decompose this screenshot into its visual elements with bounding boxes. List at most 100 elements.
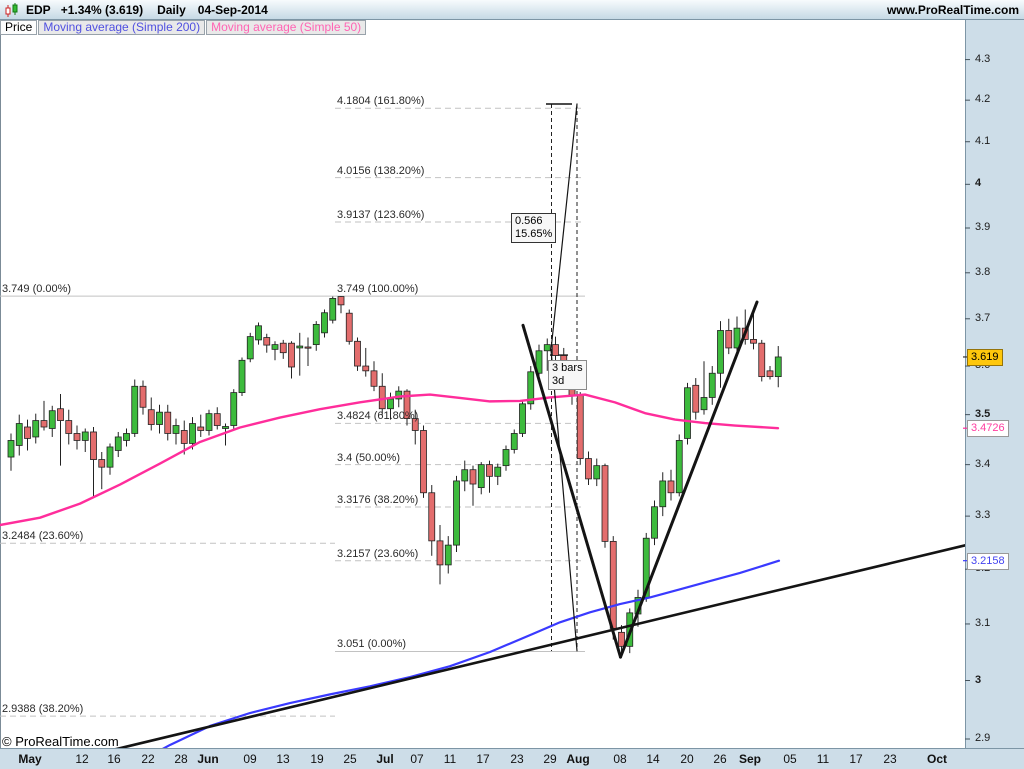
candle-down: [362, 365, 370, 372]
x-axis-label: Jun: [197, 752, 219, 766]
candle-down: [24, 426, 31, 439]
candle-down: [288, 342, 295, 368]
candle-up: [189, 423, 196, 444]
x-axis-label: 17: [476, 752, 490, 766]
candle-down: [370, 370, 378, 387]
legend-ma200[interactable]: Moving average (Simple 200): [38, 20, 206, 35]
candle-up: [502, 449, 510, 467]
fib-level-label: 3.749 (0.00%): [2, 283, 72, 296]
candle-up: [651, 506, 658, 539]
candle-up: [312, 323, 320, 346]
candle-down: [213, 413, 221, 426]
candle-down: [90, 431, 97, 460]
candle-down: [40, 420, 48, 428]
candle-up: [461, 469, 469, 482]
candle-up: [535, 350, 543, 374]
title-bar: EDP +1.34% (3.619) Daily 04-Sep-2014 www…: [0, 0, 1024, 20]
candle-down: [65, 420, 73, 434]
candle-up: [593, 465, 601, 480]
candle-down: [98, 459, 106, 468]
bars-count-annotation: 3 bars 3d: [548, 360, 587, 390]
ma200-line: [162, 559, 781, 748]
x-axis-label: 25: [343, 752, 357, 766]
candle-up: [32, 420, 40, 438]
website-label: www.ProRealTime.com: [886, 2, 1019, 17]
price-change: +1.34% (3.619): [60, 2, 144, 17]
candle-down: [73, 433, 81, 441]
quote-date: 04-Sep-2014: [197, 2, 268, 17]
x-axis-label: Jul: [376, 752, 394, 766]
candle-up: [329, 297, 337, 321]
x-axis-label: May: [18, 752, 42, 766]
candle-down: [741, 327, 749, 340]
candle-up: [114, 436, 122, 451]
x-axis-label: 09: [243, 752, 257, 766]
x-axis-label: Aug: [566, 752, 590, 766]
candle-up: [255, 325, 262, 341]
candle-down: [750, 339, 757, 344]
candle-down: [420, 430, 427, 494]
fib-level-label: 3.4824 (61.80%): [337, 410, 419, 423]
timeframe: Daily: [157, 2, 186, 17]
candle-down: [197, 426, 205, 431]
candle-up: [387, 398, 394, 410]
candle-up: [717, 330, 724, 374]
candle-up: [659, 480, 667, 508]
candle-up: [222, 426, 229, 429]
candle-up: [494, 466, 502, 477]
support-trendline: [115, 544, 965, 748]
indicator-legend: Price Moving average (Simple 200) Moving…: [0, 20, 367, 35]
candle-down: [180, 430, 188, 444]
price-tag-ma200: 3.2158: [967, 552, 1009, 570]
x-axis-label: 23: [883, 752, 897, 766]
y-axis-label: 3: [975, 673, 982, 686]
x-axis-label: Sep: [738, 752, 762, 766]
y-axis-label: 3.7: [975, 311, 991, 324]
legend-ma50[interactable]: Moving average (Simple 50): [206, 20, 367, 35]
price-tag-last: 3.619: [967, 348, 1003, 366]
y-axis-label: 3.4: [975, 457, 991, 470]
x-axis-label: 28: [174, 752, 188, 766]
candle-up: [7, 440, 15, 458]
x-axis-label: 26: [713, 752, 727, 766]
x-axis-label: 29: [543, 752, 557, 766]
plot-area: [0, 19, 965, 748]
candle-up: [733, 327, 741, 349]
candle-up: [81, 431, 89, 441]
price-axis[interactable]: 4.34.24.143.93.83.73.63.53.43.33.23.132.…: [965, 19, 1024, 748]
candle-down: [601, 465, 609, 542]
candle-up: [675, 440, 683, 494]
candle-up: [172, 425, 180, 434]
candle-up: [708, 372, 716, 398]
candle-up: [205, 413, 213, 431]
y-axis-label: 2.9: [975, 731, 991, 744]
candle-down: [263, 337, 271, 346]
candle-down: [486, 464, 493, 477]
candle-up: [395, 390, 403, 400]
candle-up: [271, 344, 279, 350]
y-axis-label: 4.2: [975, 93, 991, 106]
candle-up: [321, 312, 328, 334]
candle-down: [766, 370, 774, 378]
candle-up: [156, 411, 163, 425]
candle-up: [246, 336, 254, 360]
candle-down: [147, 409, 155, 425]
x-axis-label: Oct: [926, 752, 948, 766]
x-axis-label: 07: [410, 752, 424, 766]
candle-up: [642, 537, 650, 598]
x-axis-label: 19: [310, 752, 324, 766]
x-axis-label: 08: [613, 752, 627, 766]
candle-up: [477, 464, 485, 489]
candle-up: [48, 410, 56, 429]
fib-level-label: 3.4 (50.00%): [337, 451, 400, 464]
y-axis-label: 3.1: [975, 616, 991, 629]
y-axis-label: 3.5: [975, 407, 991, 420]
y-axis-label: 4.3: [975, 52, 991, 65]
legend-price[interactable]: Price: [0, 20, 38, 35]
x-axis-label: 20: [680, 752, 694, 766]
fib-level-label: 4.1804 (161.80%): [337, 95, 425, 108]
candle-down: [164, 411, 172, 434]
candle-up: [519, 403, 526, 434]
time-axis[interactable]: May 12 16 22 28 Jun 09 13 19 25 Jul 07 11 17 23 29 Aug 08…: [0, 748, 1024, 769]
